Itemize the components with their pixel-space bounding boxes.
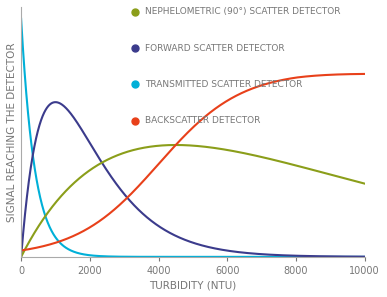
Text: TRANSMITTED SCATTER DETECTOR: TRANSMITTED SCATTER DETECTOR <box>145 80 302 89</box>
Text: NEPHELOMETRIC (90°) SCATTER DETECTOR: NEPHELOMETRIC (90°) SCATTER DETECTOR <box>145 7 340 16</box>
Y-axis label: SIGNAL REACHING THE DETECTOR: SIGNAL REACHING THE DETECTOR <box>7 42 17 222</box>
Text: BACKSCATTER DETECTOR: BACKSCATTER DETECTOR <box>145 116 260 125</box>
Text: FORWARD SCATTER DETECTOR: FORWARD SCATTER DETECTOR <box>145 44 284 53</box>
X-axis label: TURBIDITY (NTU): TURBIDITY (NTU) <box>149 280 236 290</box>
